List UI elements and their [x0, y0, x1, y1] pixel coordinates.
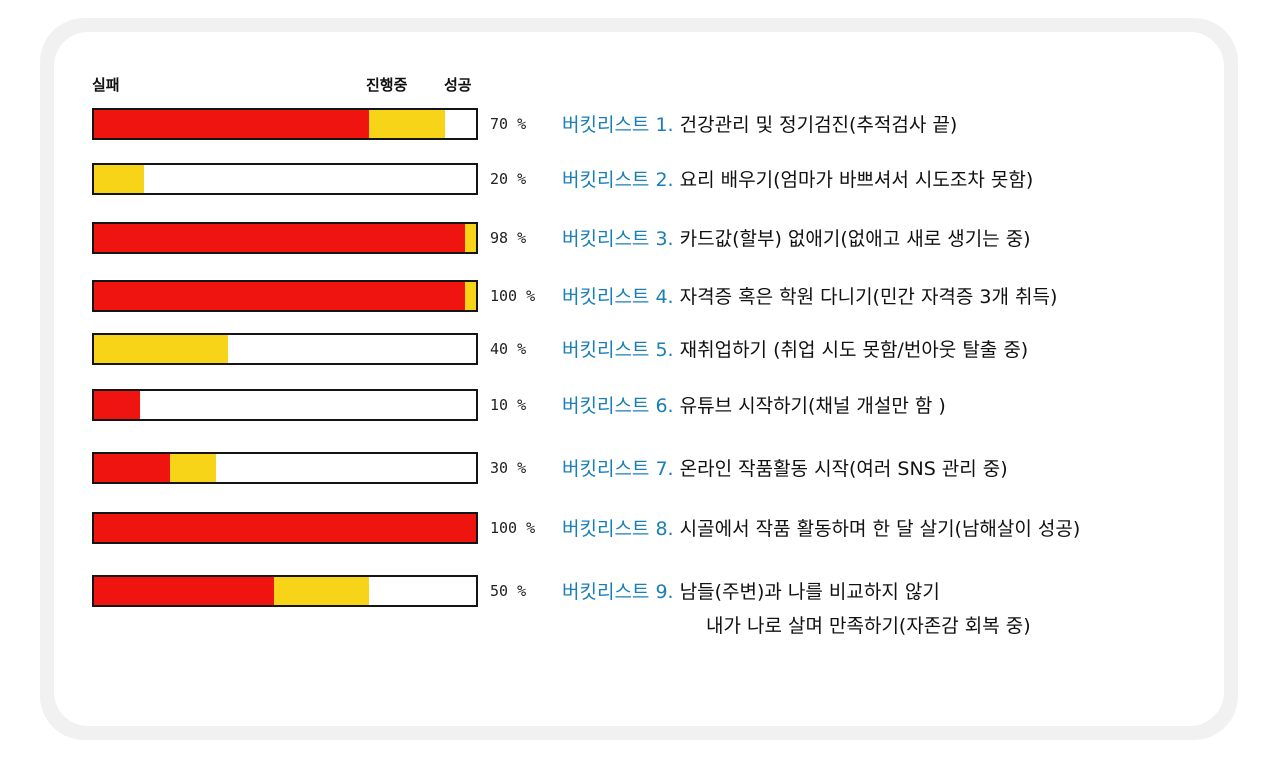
fail-segment: [94, 577, 274, 605]
progress-segment: [94, 335, 228, 363]
item-label: 버킷리스트 7. 온라인 작품활동 시작(여러 SNS 관리 중): [562, 454, 1008, 481]
item-tag: 버킷리스트 7.: [562, 458, 674, 480]
progress-segment: [464, 224, 476, 252]
legend-fail: 실패: [92, 76, 120, 94]
item-text: 온라인 작품활동 시작(여러 SNS 관리 중): [679, 458, 1008, 480]
list-item: 10 % 버킷리스트 6. 유튜브 시작하기(채널 개설만 함 ): [0, 389, 1278, 429]
percent-label: 50 %: [490, 582, 527, 600]
item-label: 버킷리스트 1. 건강관리 및 정기검진(추적검사 끝): [562, 110, 957, 137]
item-label: 버킷리스트 8. 시골에서 작품 활동하며 한 달 살기(남해살이 성공): [562, 514, 1080, 541]
item-tag: 버킷리스트 5.: [562, 339, 674, 361]
progress-bar: [92, 108, 478, 140]
item-label: 버킷리스트 3. 카드값(할부) 없애기(없애고 새로 생기는 중): [562, 224, 1031, 251]
item-tag: 버킷리스트 1.: [562, 114, 674, 136]
fail-segment: [94, 391, 140, 419]
progress-segment: [170, 454, 217, 482]
progress-segment: [369, 110, 446, 138]
item-text-line2: 내가 나로 살며 만족하기(자존감 회복 중): [706, 615, 1031, 637]
item-text: 건강관리 및 정기검진(추적검사 끝): [679, 114, 958, 136]
item-tag: 버킷리스트 4.: [562, 286, 674, 308]
percent-label: 70 %: [490, 115, 527, 133]
fail-segment: [94, 282, 465, 310]
item-label: 버킷리스트 5. 재취업하기 (취업 시도 못함/번아웃 탈출 중): [562, 335, 1028, 362]
progress-bar: [92, 280, 478, 312]
progress-bar: [92, 222, 478, 254]
item-text: 자격증 혹은 학원 다니기(민간 자격증 3개 취득): [679, 286, 1058, 308]
percent-label: 100 %: [490, 519, 536, 537]
item-text: 재취업하기 (취업 시도 못함/번아웃 탈출 중): [679, 339, 1029, 361]
progress-segment: [464, 282, 476, 310]
list-item: 100 % 버킷리스트 4. 자격증 혹은 학원 다니기(민간 자격증 3개 취득…: [0, 280, 1278, 320]
legend-progress: 진행중: [366, 76, 408, 94]
fail-segment: [94, 454, 171, 482]
item-tag: 버킷리스트 2.: [562, 169, 674, 191]
item-tag: 버킷리스트 6.: [562, 395, 674, 417]
progress-segment: [273, 577, 370, 605]
item-label: 버킷리스트 9. 남들(주변)과 나를 비교하지 않기: [562, 577, 940, 604]
progress-bar: [92, 333, 478, 365]
list-item: 100 % 버킷리스트 8. 시골에서 작품 활동하며 한 달 살기(남해살이 성…: [0, 512, 1278, 552]
percent-label: 20 %: [490, 170, 527, 188]
content-card: [54, 32, 1224, 726]
item-tag: 버킷리스트 3.: [562, 228, 674, 250]
list-item: 70 % 버킷리스트 1. 건강관리 및 정기검진(추적검사 끝): [0, 108, 1278, 148]
item-label: 버킷리스트 4. 자격증 혹은 학원 다니기(민간 자격증 3개 취득): [562, 282, 1057, 309]
progress-segment: [94, 165, 144, 193]
fail-segment: [94, 110, 370, 138]
fail-segment: [94, 224, 465, 252]
list-item: 20 % 버킷리스트 2. 요리 배우기(엄마가 바쁘셔서 시도조차 못함): [0, 163, 1278, 203]
percent-label: 98 %: [490, 229, 527, 247]
legend-success: 성공: [444, 76, 472, 94]
percent-label: 100 %: [490, 287, 536, 305]
item-label: 버킷리스트 6. 유튜브 시작하기(채널 개설만 함 ): [562, 391, 946, 418]
list-item: 98 % 버킷리스트 3. 카드값(할부) 없애기(없애고 새로 생기는 중): [0, 222, 1278, 262]
list-item: 40 % 버킷리스트 5. 재취업하기 (취업 시도 못함/번아웃 탈출 중): [0, 333, 1278, 373]
item-tag: 버킷리스트 9.: [562, 581, 674, 603]
progress-bar: [92, 452, 478, 484]
item-text: 유튜브 시작하기(채널 개설만 함 ): [679, 395, 946, 417]
list-item: 30 % 버킷리스트 7. 온라인 작품활동 시작(여러 SNS 관리 중): [0, 452, 1278, 492]
item-text: 카드값(할부) 없애기(없애고 새로 생기는 중): [679, 228, 1031, 250]
item-text: 요리 배우기(엄마가 바쁘셔서 시도조차 못함): [679, 169, 1034, 191]
progress-bar: [92, 512, 478, 544]
item-text: 시골에서 작품 활동하며 한 달 살기(남해살이 성공): [679, 518, 1081, 540]
item-tag: 버킷리스트 8.: [562, 518, 674, 540]
fail-segment: [94, 514, 476, 542]
percent-label: 10 %: [490, 396, 527, 414]
percent-label: 40 %: [490, 340, 527, 358]
item-text: 남들(주변)과 나를 비교하지 않기: [679, 581, 940, 603]
progress-bar: [92, 575, 478, 607]
item-label: 버킷리스트 2. 요리 배우기(엄마가 바쁘셔서 시도조차 못함): [562, 165, 1033, 192]
percent-label: 30 %: [490, 459, 527, 477]
progress-bar: [92, 163, 478, 195]
progress-bar: [92, 389, 478, 421]
